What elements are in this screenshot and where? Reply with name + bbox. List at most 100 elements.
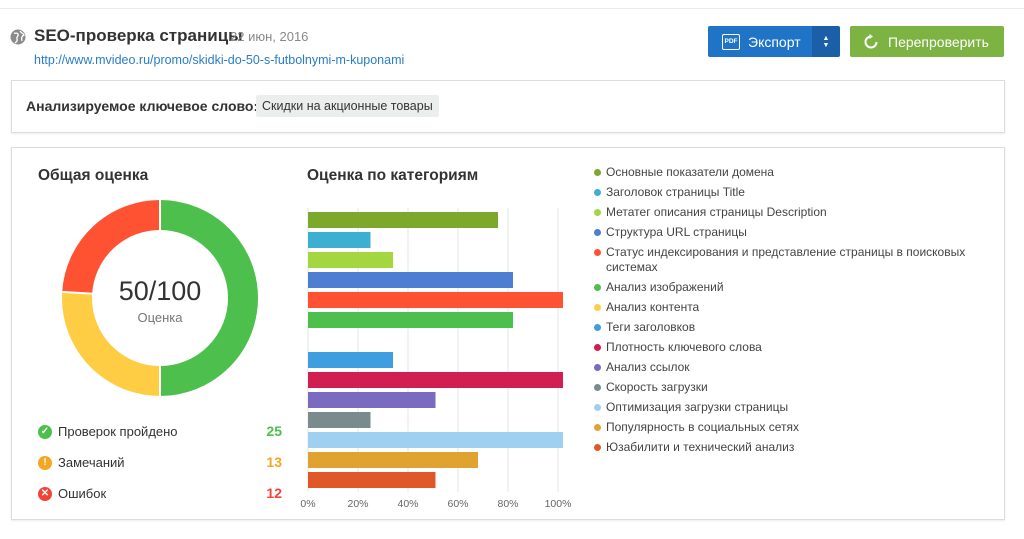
stat-errors-label: Ошибок <box>58 486 107 501</box>
legend-item[interactable]: Оптимизация загрузки страницы <box>594 400 984 415</box>
legend-label: Популярность в социальных сетях <box>606 420 799 434</box>
legend-label: Структура URL страницы <box>606 225 747 239</box>
chart-bar[interactable] <box>308 212 498 228</box>
keyword-label: Анализируемое ключевое слово: <box>26 98 259 114</box>
legend-item[interactable]: Анализ ссылок <box>594 360 984 375</box>
x-tick-label: 40% <box>397 498 418 510</box>
x-tick-label: 100% <box>545 498 572 510</box>
legend-item[interactable]: Анализ изображений <box>594 280 984 295</box>
export-dropdown-toggle[interactable]: ▲ ▼ <box>812 26 840 57</box>
stat-warnings-label: Замечаний <box>58 455 125 470</box>
legend-dot-icon <box>594 249 601 256</box>
legend-dot-icon <box>594 364 601 371</box>
keyword-value: Скидки на акционные товары <box>256 95 439 117</box>
stat-passed: ✓ Проверок пройдено 25 <box>38 423 282 441</box>
legend-item[interactable]: Основные показатели домена <box>594 165 984 180</box>
page-url-link[interactable]: http://www.mvideo.ru/promo/skidki-do-50-… <box>34 53 405 67</box>
donut-segment-warnings <box>62 200 258 396</box>
caret-down-icon: ▼ <box>822 41 830 49</box>
legend-item[interactable]: Структура URL страницы <box>594 225 984 240</box>
error-circle-icon: ✕ <box>38 487 52 501</box>
category-bar-chart: 0% 20% 40% 60% 80% 100% <box>300 208 572 510</box>
check-circle-icon: ✓ <box>38 425 52 439</box>
legend-item[interactable]: Скорость загрузки <box>594 380 984 395</box>
legend-label: Статус индексирования и представление ст… <box>606 245 966 274</box>
overall-score-label: Оценка <box>137 310 183 325</box>
legend-item[interactable]: Теги заголовков <box>594 320 984 335</box>
legend-dot-icon <box>594 169 601 176</box>
stat-warnings: ! Замечаний 13 <box>38 454 282 472</box>
legend-item[interactable]: Юзабилити и технический анализ <box>594 440 984 455</box>
legend-dot-icon <box>594 444 601 451</box>
stat-passed-value: 25 <box>266 423 282 439</box>
legend-item[interactable]: Заголовок страницы Title <box>594 185 984 200</box>
legend-label: Анализ изображений <box>606 280 724 294</box>
donut-separator <box>62 290 94 295</box>
legend-label: Анализ ссылок <box>606 360 690 374</box>
legend-item[interactable]: Плотность ключевого слова <box>594 340 984 355</box>
recheck-button-label: Перепроверить <box>888 33 989 50</box>
legend-dot-icon <box>594 404 601 411</box>
x-tick-label: 0% <box>300 498 315 510</box>
chart-bar[interactable] <box>308 472 436 488</box>
check-date: 22 июн, 2016 <box>230 29 309 44</box>
legend-label: Скорость загрузки <box>606 380 708 394</box>
chart-bar[interactable] <box>308 392 436 408</box>
legend-label: Теги заголовков <box>606 320 696 334</box>
keyword-card: Анализируемое ключевое слово: Скидки на … <box>11 80 1005 133</box>
legend-label: Метатег описания страницы Description <box>606 205 827 219</box>
legend-label: Основные показатели домена <box>606 165 774 179</box>
overall-score-title: Общая оценка <box>38 167 149 184</box>
overall-score-value: 50/100 <box>118 276 202 306</box>
export-button[interactable]: PDF Экспорт <box>708 26 812 57</box>
globe-icon <box>10 29 26 45</box>
x-tick-label: 80% <box>497 498 518 510</box>
export-button-label: Экспорт <box>748 33 801 50</box>
legend-dot-icon <box>594 229 601 236</box>
overall-score-donut <box>62 200 258 396</box>
top-divider <box>0 8 1024 9</box>
legend-dot-icon <box>594 284 601 291</box>
legend-dot-icon <box>594 209 601 216</box>
legend-label: Заголовок страницы Title <box>606 185 745 199</box>
caret-up-icon: ▲ <box>822 34 830 42</box>
legend-dot-icon <box>594 189 601 196</box>
stat-errors-value: 12 <box>266 485 282 501</box>
legend-dot-icon <box>594 304 601 311</box>
legend-item[interactable]: Метатег описания страницы Description <box>594 205 984 220</box>
legend-item[interactable]: Статус индексирования и представление ст… <box>594 245 984 275</box>
legend-label: Анализ контента <box>606 300 700 314</box>
pdf-icon: PDF <box>722 33 740 50</box>
chart-bar[interactable] <box>308 312 513 328</box>
legend-dot-icon <box>594 384 601 391</box>
chart-bar[interactable] <box>308 292 563 308</box>
chart-bar[interactable] <box>308 432 563 448</box>
chart-bar[interactable] <box>308 452 478 468</box>
stat-passed-label: Проверок пройдено <box>58 424 178 439</box>
stat-warnings-value: 13 <box>266 454 282 470</box>
chart-bar[interactable] <box>308 252 393 268</box>
page-title: SEO-проверка страницы <box>34 26 243 45</box>
refresh-icon <box>864 33 878 48</box>
results-card: Общая оценка 50/100 Оценка ✓ Проверок пр… <box>11 147 1005 520</box>
chart-bar[interactable] <box>308 372 563 388</box>
category-legend: Основные показатели домена Заголовок стра… <box>594 165 984 460</box>
x-tick-label: 60% <box>447 498 468 510</box>
legend-label: Оптимизация загрузки страницы <box>606 400 789 414</box>
legend-label: Плотность ключевого слова <box>606 340 762 354</box>
categories-title: Оценка по категориям <box>307 167 479 184</box>
page-header: SEO-проверка страницы 22 июн, 2016 http:… <box>10 26 1010 72</box>
x-tick-label: 20% <box>347 498 368 510</box>
chart-bar[interactable] <box>308 272 513 288</box>
legend-dot-icon <box>594 424 601 431</box>
legend-item[interactable]: Анализ контента <box>594 300 984 315</box>
warning-circle-icon: ! <box>38 456 52 470</box>
legend-dot-icon <box>594 324 601 331</box>
legend-item[interactable]: Популярность в социальных сетях <box>594 420 984 435</box>
chart-bar[interactable] <box>308 232 371 248</box>
chart-bar[interactable] <box>308 412 371 428</box>
recheck-button[interactable]: Перепроверить <box>850 26 1004 57</box>
chart-bar[interactable] <box>308 352 393 368</box>
stat-errors: ✕ Ошибок 12 <box>38 485 282 503</box>
legend-label: Юзабилити и технический анализ <box>606 440 795 454</box>
